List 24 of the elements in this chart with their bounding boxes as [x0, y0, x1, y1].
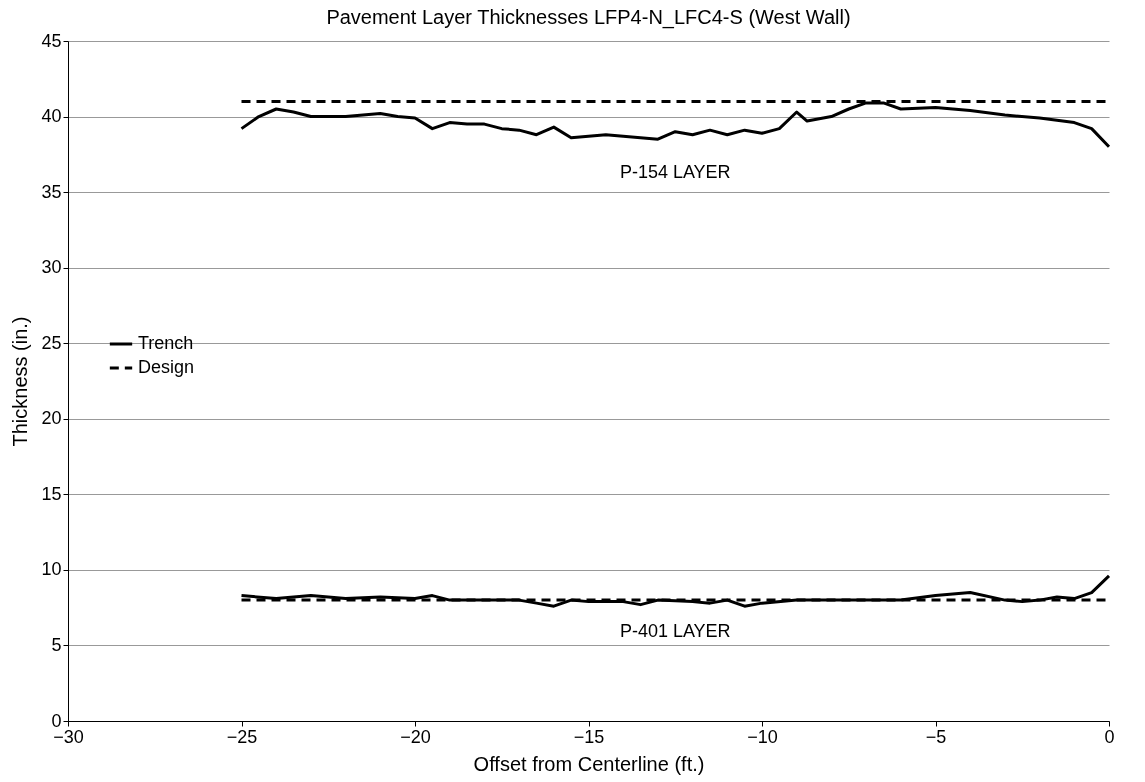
y-tick-label: 30 [41, 257, 62, 278]
y-tick-label: 10 [41, 559, 62, 580]
y-tick-label: 15 [41, 483, 62, 504]
x-tick-label: −5 [925, 726, 947, 747]
x-tick-label: −15 [573, 726, 605, 747]
chart-title: Pavement Layer Thicknesses LFP4-N_LFC4-S (West Wall) [326, 6, 851, 29]
x-tick-label: −10 [747, 726, 778, 747]
y-tick-label: 25 [41, 332, 62, 353]
x-axis-title: Offset from Centerline (ft.) [473, 752, 705, 775]
x-tick-label: −20 [400, 726, 431, 747]
y-tick-label: 40 [41, 106, 62, 127]
annotation: P-401 LAYER [619, 621, 731, 642]
line-series [240, 101, 1111, 149]
y-tick-label: 20 [41, 408, 62, 429]
line-series [240, 574, 1111, 608]
legend-label: Design [138, 357, 195, 377]
x-tick-label: −25 [226, 726, 258, 747]
y-tick-label: 35 [41, 181, 62, 202]
y-axis-title: Thickness (in.) [9, 316, 32, 447]
y-tick-label: 5 [51, 634, 62, 655]
legend-label: Trench [138, 333, 194, 353]
y-tick-label: 45 [41, 30, 62, 51]
annotation: P-154 LAYER [619, 161, 731, 182]
x-tick-label: 0 [1104, 726, 1115, 747]
